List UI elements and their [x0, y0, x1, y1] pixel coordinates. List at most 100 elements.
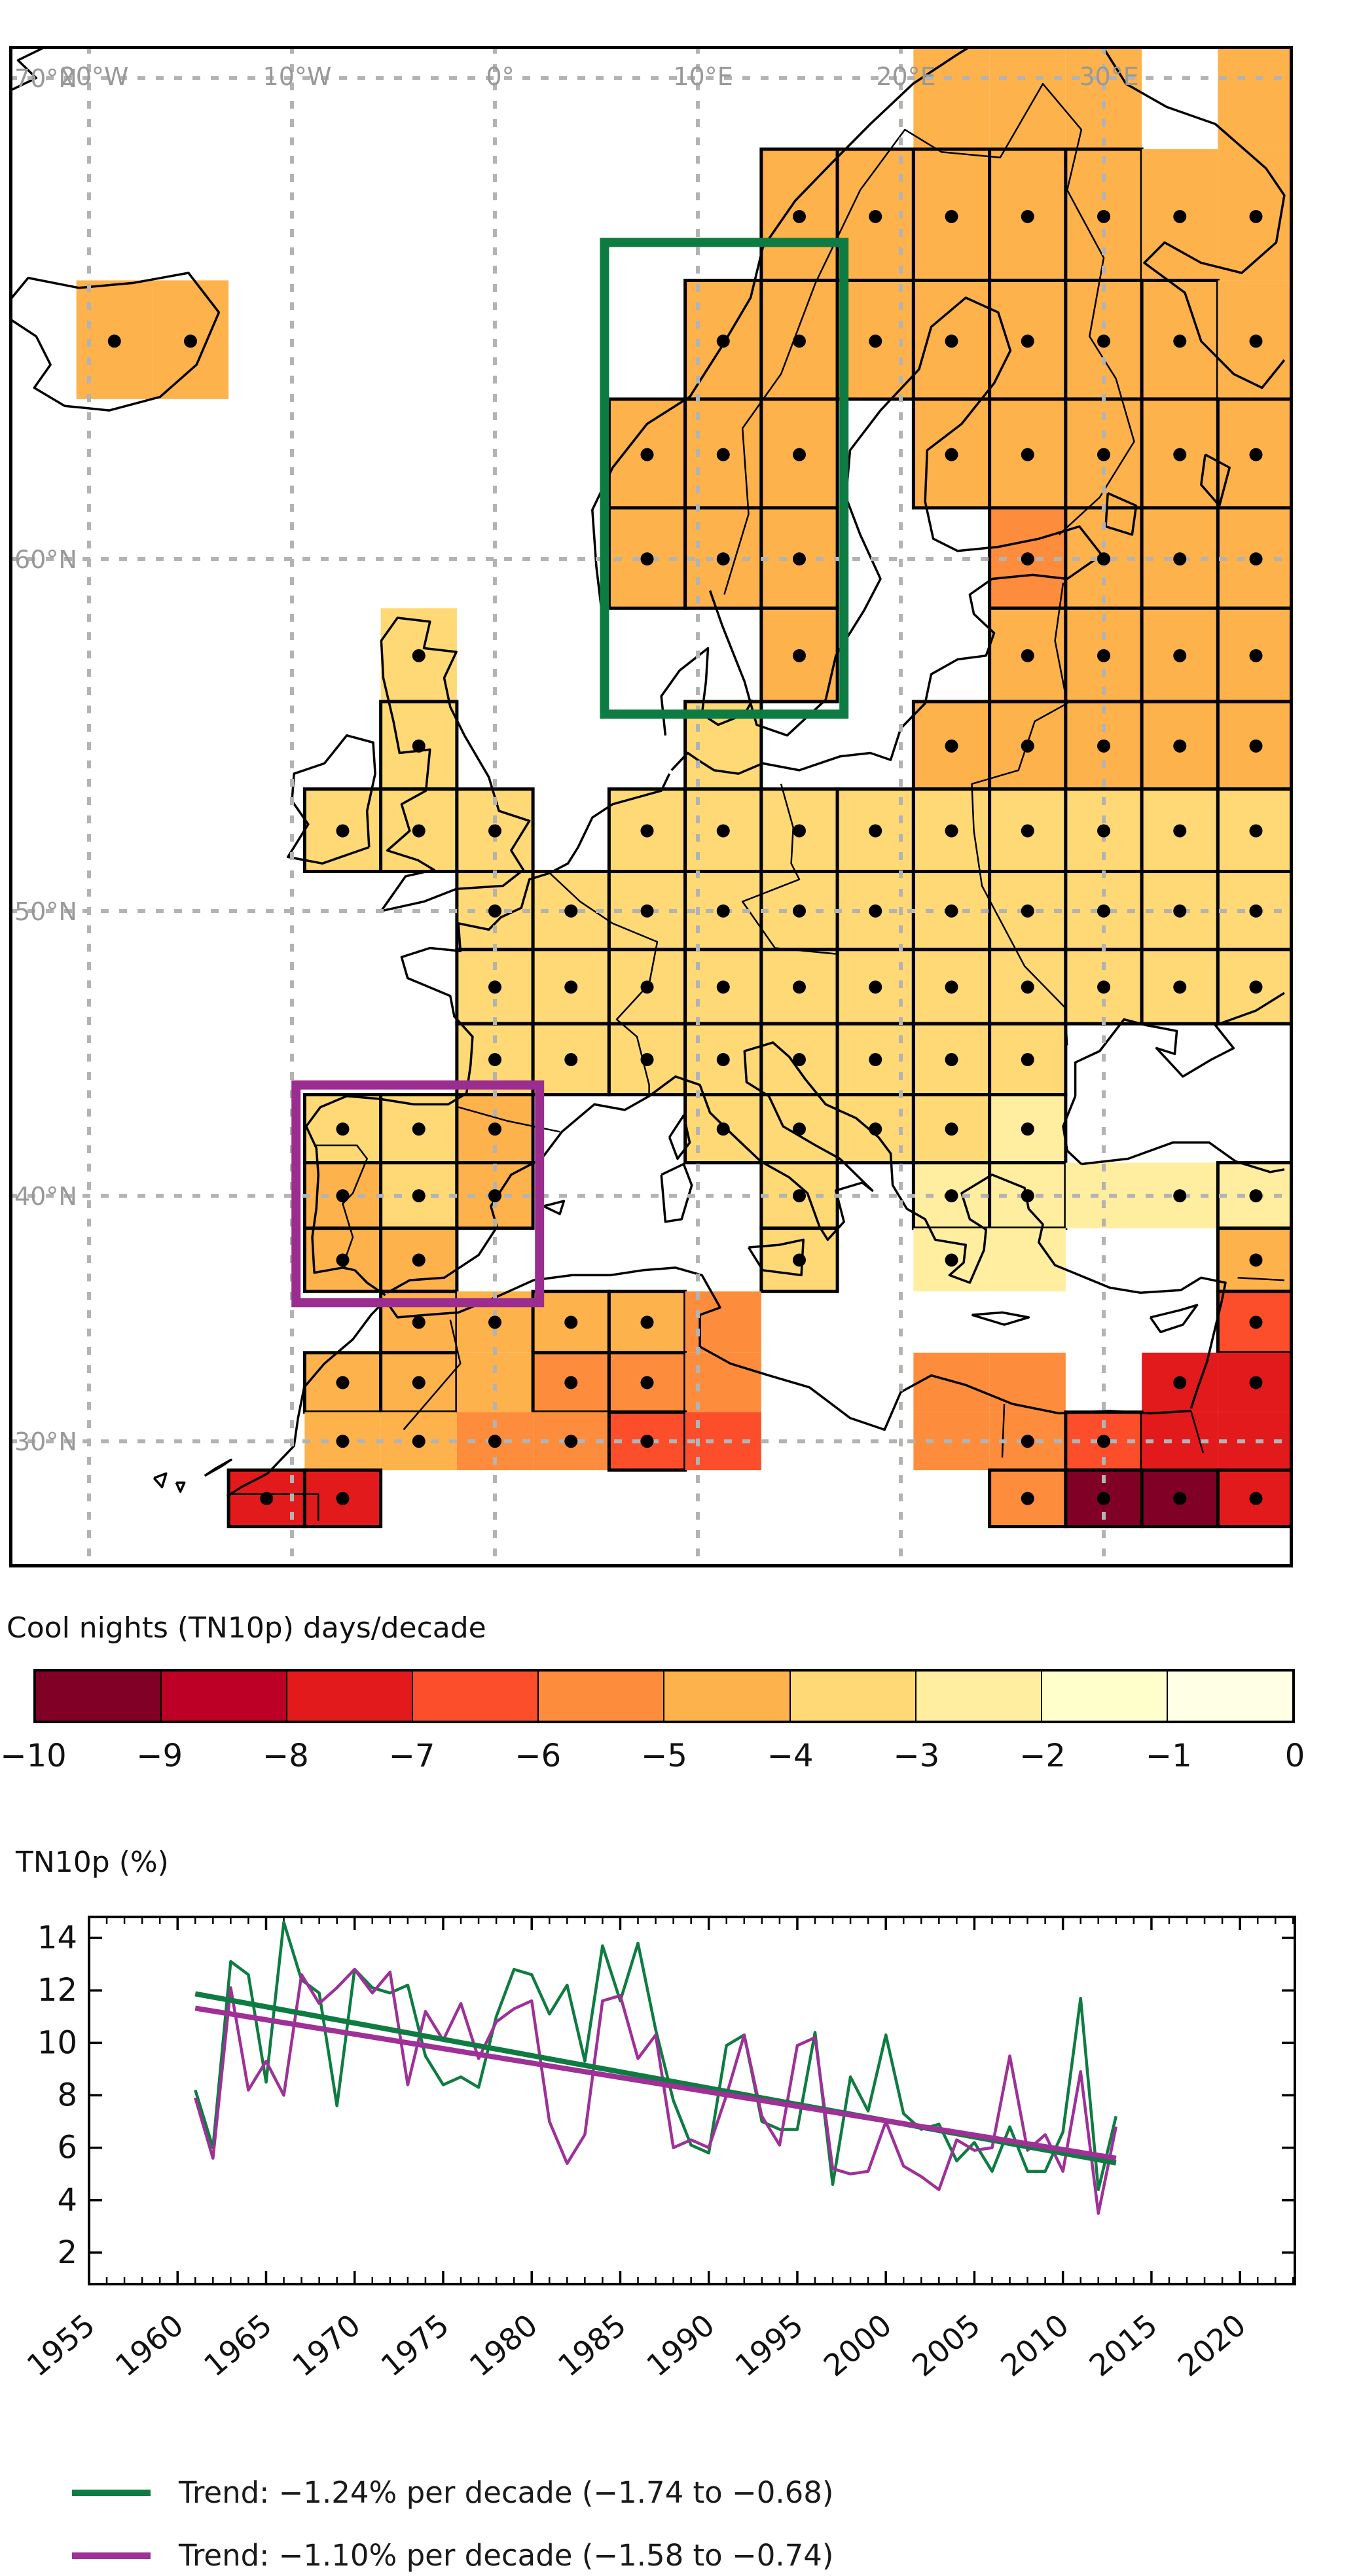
colorbar-segment: [1167, 1672, 1292, 1721]
x-tick-label: 1965: [197, 2307, 278, 2384]
significance-dot: [1021, 739, 1034, 753]
significance-dot: [1249, 1253, 1263, 1267]
significance-dot: [412, 1376, 426, 1389]
significance-dot: [336, 1376, 350, 1389]
significance-dot: [1173, 739, 1187, 753]
x-tick-label: 1980: [463, 2307, 544, 2384]
significance-dot: [1249, 904, 1263, 918]
significance-dot: [1021, 824, 1034, 838]
country-border: [971, 582, 1068, 1046]
significance-dot: [1097, 448, 1110, 461]
significance-dot: [412, 1315, 426, 1329]
significance-dot: [488, 1189, 501, 1203]
coastline: [1200, 454, 1231, 507]
colorbar-tick: −7: [388, 1738, 435, 1774]
country-border: [1001, 1404, 1006, 1458]
x-tick-label: 2010: [994, 2307, 1075, 2384]
significance-dot: [1249, 649, 1263, 662]
map-grid-cell: [759, 1226, 839, 1293]
significance-dot: [1021, 1189, 1034, 1203]
y-tick-label: 12: [37, 1972, 77, 2009]
significance-dot: [1097, 824, 1110, 838]
coastline: [204, 1458, 232, 1477]
significance-dot: [793, 209, 806, 223]
significance-dot: [336, 824, 350, 838]
country-border: [1237, 1277, 1284, 1281]
x-tick-label: 1985: [551, 2307, 632, 2384]
coastline: [1074, 992, 1285, 1096]
significance-dot: [1021, 334, 1034, 348]
significance-dot: [1173, 904, 1187, 918]
significance-dot: [945, 1122, 958, 1136]
colorbar-tick: −4: [767, 1738, 814, 1774]
lat-label: 50°N: [14, 897, 77, 926]
colorbar-segment: [36, 1672, 162, 1721]
significance-dot: [1249, 552, 1263, 566]
x-tick-label: 1970: [285, 2307, 367, 2384]
significance-dot: [1173, 824, 1187, 838]
significance-dot: [945, 1253, 958, 1267]
significance-dot: [1173, 334, 1187, 348]
significance-dot: [869, 904, 882, 918]
x-tick-label: 1975: [374, 2307, 456, 2384]
significance-dot: [1021, 649, 1034, 662]
country-border: [1190, 1410, 1205, 1454]
significance-dot: [564, 1053, 578, 1067]
significance-dot: [1173, 552, 1187, 566]
significance-dot: [869, 1122, 882, 1136]
significance-dot: [1173, 649, 1187, 662]
lon-label: 20°E: [876, 62, 935, 91]
significance-dot: [1249, 739, 1263, 753]
significance-dot: [716, 1122, 730, 1136]
coastline: [1081, 1141, 1285, 1173]
significance-dot: [793, 824, 806, 838]
significance-dot: [793, 904, 806, 918]
significance-dot: [1021, 980, 1034, 994]
significance-dot: [1097, 552, 1110, 566]
significance-dot: [1249, 1376, 1263, 1389]
coastlines: [9, 46, 1286, 1521]
southern-trend-line: [194, 2005, 1117, 2161]
significance-dot: [412, 739, 426, 753]
region-boxes: [291, 238, 849, 1308]
significance-dot: [1097, 904, 1110, 918]
legend-label-southern: Trend: −1.10% per decade (−1.58 to −0.74…: [179, 2538, 834, 2573]
map-grid-cells: [76, 46, 1293, 1529]
map-border: [9, 46, 1293, 1567]
legend-swatch-southern: [72, 2552, 151, 2559]
colorbar-segment: [413, 1672, 539, 1721]
coastline: [971, 1311, 1030, 1326]
significance-dot: [336, 1122, 350, 1136]
significance-dot: [945, 980, 958, 994]
coastline: [9, 46, 44, 92]
x-tick-label: 1955: [20, 2307, 101, 2384]
significance-dot: [260, 1492, 274, 1505]
coastline: [668, 1114, 691, 1160]
southern-europe-region: [291, 1080, 545, 1308]
coastline: [1062, 1096, 1083, 1165]
significance-dot: [107, 334, 121, 348]
colorbar-segment: [664, 1672, 791, 1721]
lon-label: 10°E: [673, 62, 733, 91]
colorbar-segment: [539, 1672, 665, 1721]
significance-dot: [1173, 980, 1187, 994]
significance-dot: [869, 209, 882, 223]
map-grid-cell: [685, 1291, 761, 1353]
significance-dot: [412, 1189, 426, 1203]
coastline: [380, 617, 531, 912]
significance-dot: [716, 552, 730, 566]
significance-dot: [1173, 1492, 1187, 1505]
colorbar-tick: −8: [263, 1738, 309, 1774]
map-grid-cell: [989, 46, 1066, 149]
coastline: [175, 1481, 186, 1493]
significance-dot: [488, 980, 501, 994]
significance-dot: [1173, 1376, 1187, 1389]
significance-dot: [564, 1435, 578, 1448]
coastline: [9, 272, 221, 412]
significance-dot: [793, 980, 806, 994]
significance-dot: [640, 1053, 654, 1067]
significance-dot: [184, 334, 197, 348]
y-tick-label: 14: [37, 1920, 77, 1956]
colorbar-tick: −1: [1145, 1738, 1192, 1774]
